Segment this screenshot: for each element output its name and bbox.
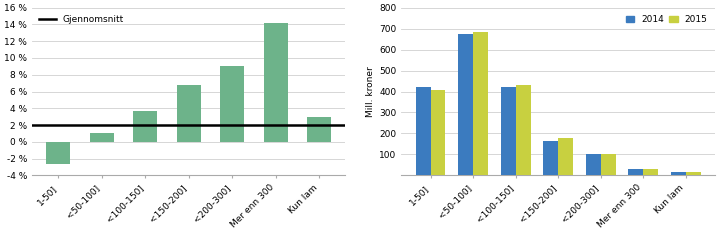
Bar [644,169,658,175]
Bar [431,90,446,175]
Bar [307,117,331,142]
Bar [628,169,644,175]
Bar [600,154,615,175]
Bar [46,142,70,165]
Bar [500,87,516,175]
Bar [220,66,244,142]
Bar [473,32,488,175]
Bar [671,172,686,175]
Bar [686,172,700,175]
Bar [177,85,201,142]
Bar [516,85,531,175]
Bar [558,138,573,175]
Bar [544,141,558,175]
Bar [264,23,288,142]
Bar [416,87,431,175]
Legend: Gjennomsnitt: Gjennomsnitt [37,12,127,27]
Bar [90,133,114,142]
Bar [458,34,473,175]
Y-axis label: Mill. kroner: Mill. kroner [366,66,375,117]
Legend: 2014, 2015: 2014, 2015 [623,12,710,27]
Bar [586,154,600,175]
Bar [133,111,157,142]
